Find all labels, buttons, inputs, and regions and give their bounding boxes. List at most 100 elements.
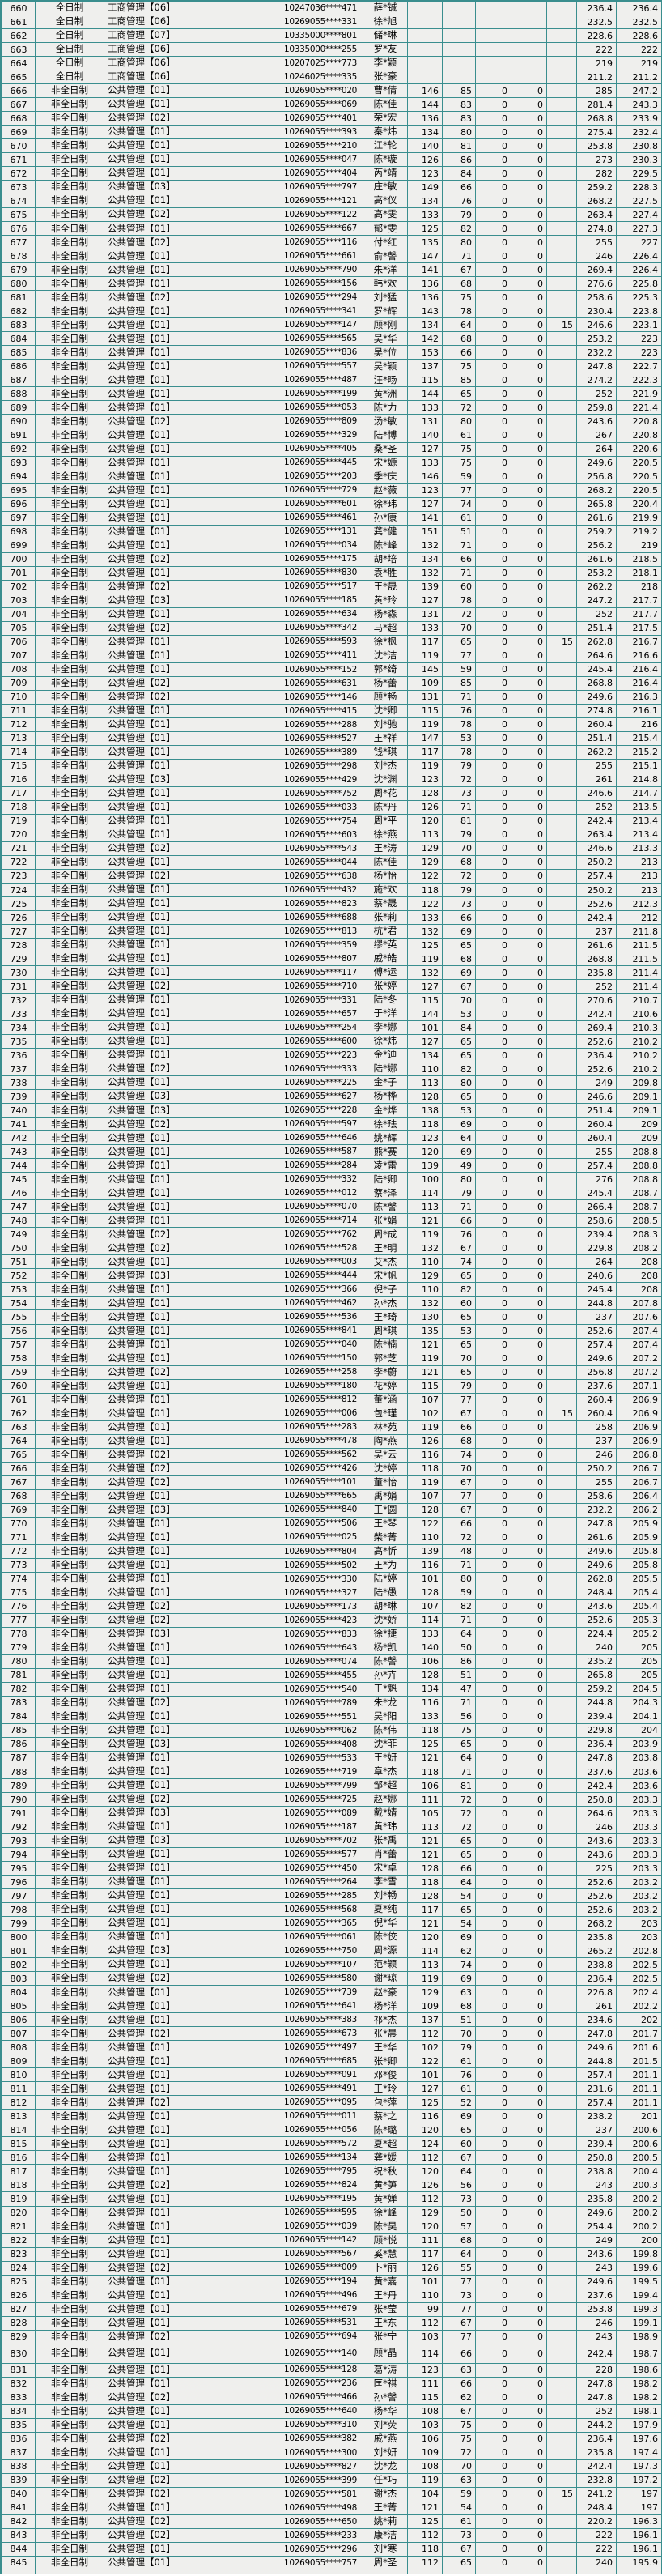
cell-score-1: 127 [408, 980, 443, 994]
cell-score-1: 113 [408, 1076, 443, 1090]
cell-score-4: 0 [511, 1723, 547, 1737]
cell-score-1: 123 [408, 167, 443, 181]
cell-score-2: 66 [443, 552, 476, 566]
cell-score-3: 0 [476, 773, 511, 786]
table-row: 791 非全日制 公共管理【03】 10269055****089 戴*婧 105 72 0 0… [2, 1807, 662, 1821]
cell-final-score: 218.5 [617, 552, 661, 566]
cell-program: 公共管理【02】 [104, 676, 278, 690]
cell-score-4: 0 [511, 539, 547, 552]
cell-score-2: 67 [443, 2404, 476, 2418]
cell-study-mode: 非全日制 [36, 911, 104, 925]
cell-row-number: 819 [2, 2192, 36, 2206]
cell-candidate-id: 10269055****223 [278, 1049, 363, 1062]
cell-program: 公共管理【01】 [104, 1986, 278, 1999]
cell-score-4: 0 [511, 1779, 547, 1793]
cell-score-1: 112 [408, 2192, 443, 2206]
cell-score-2: 66 [443, 181, 476, 194]
cell-score-2: 71 [443, 249, 476, 263]
cell-program: 公共管理【01】 [104, 814, 278, 828]
cell-score-4: 0 [511, 2473, 547, 2487]
cell-score-4: 0 [511, 2316, 547, 2330]
cell-study-mode: 非全日制 [36, 2247, 104, 2261]
cell-row-number: 794 [2, 1848, 36, 1862]
cell-bonus [547, 1118, 577, 1131]
cell-score-3: 0 [476, 1379, 511, 1393]
cell-total-score: 235.8 [577, 966, 617, 980]
cell-total-score: 239.4 [577, 1710, 617, 1723]
cell-program: 公共管理【01】 [104, 1297, 278, 1310]
cell-score-4: 0 [511, 2446, 547, 2459]
table-row: 785 非全日制 公共管理【01】 10269055****062 陈*伟 118 75 0 0… [2, 1723, 662, 1738]
cell-candidate-id: 10269055****194 [278, 2275, 363, 2289]
cell-name: 李*颖 [363, 57, 408, 70]
cell-score-1: 117 [408, 745, 443, 759]
cell-total-score: 255 [577, 1145, 617, 1159]
cell-name: 沈*渊 [363, 773, 408, 786]
cell-total-score: 222 [577, 2542, 617, 2556]
cell-score-3: 0 [476, 1779, 511, 1793]
cell-score-4: 0 [511, 222, 547, 236]
cell-score-1: 125 [408, 2514, 443, 2528]
cell-total-score: 268.8 [577, 112, 617, 126]
cell-total-score: 247.8 [577, 2027, 617, 2041]
cell-candidate-id: 10269055****116 [278, 236, 363, 249]
cell-score-2: 60 [443, 1297, 476, 1310]
cell-bonus [547, 1572, 577, 1586]
cell-final-score: 222 [617, 43, 661, 57]
cell-total-score: 261 [577, 773, 617, 786]
cell-score-2: 64 [443, 1627, 476, 1641]
cell-final-score: 211.2 [617, 70, 661, 84]
cell-bonus [547, 1599, 577, 1613]
cell-bonus [547, 2275, 577, 2289]
cell-program: 公共管理【03】 [104, 1834, 278, 1848]
cell-final-score: 196.1 [617, 2542, 661, 2556]
cell-score-3: 0 [476, 1654, 511, 1668]
table-row: 748 非全日制 公共管理【01】 10269055****714 张*娟 121 66 0 0… [2, 1214, 662, 1228]
cell-score-4 [511, 43, 547, 57]
cell-study-mode: 非全日制 [36, 194, 104, 208]
cell-total-score: 273 [577, 153, 617, 167]
cell-candidate-id: 10269055****797 [278, 181, 363, 194]
cell-score-1: 107 [408, 1599, 443, 1613]
cell-total-score: 247.8 [577, 2391, 617, 2404]
cell-row-number: 824 [2, 2261, 36, 2275]
table-row: 845 非全日制 公共管理【01】 10269055****757 周*圣 112 65 0 0… [2, 2556, 662, 2570]
cell-score-2: 79 [443, 759, 476, 773]
cell-row-number: 768 [2, 1489, 36, 1503]
table-row: 677 非全日制 公共管理【02】 10269055****116 付*红 135 80 0 0… [2, 236, 662, 250]
cell-row-number: 776 [2, 1599, 36, 1613]
table-row: 723 非全日制 公共管理【02】 10269055****638 杨*怡 122 72 0 0… [2, 869, 662, 884]
cell-candidate-id: 10269055****095 [278, 2096, 363, 2110]
cell-score-1: 119 [408, 759, 443, 773]
cell-study-mode: 非全日制 [36, 2330, 104, 2344]
cell-candidate-id: 10269055****341 [278, 304, 363, 318]
cell-study-mode: 非全日制 [36, 1572, 104, 1586]
cell-score-1: 116 [408, 1448, 443, 1462]
cell-score-2: 67 [443, 1503, 476, 1517]
cell-score-1: 134 [408, 194, 443, 208]
cell-score-4: 0 [511, 1999, 547, 2013]
cell-score-2: 71 [443, 1558, 476, 1572]
cell-bonus [547, 2110, 577, 2123]
cell-total-score: 257.4 [577, 2096, 617, 2110]
cell-row-number: 766 [2, 1462, 36, 1475]
cell-score-2: 69 [443, 966, 476, 980]
cell-row-number: 728 [2, 939, 36, 952]
cell-score-2: 79 [443, 208, 476, 222]
cell-score-4: 0 [511, 1241, 547, 1255]
cell-score-3: 0 [476, 1186, 511, 1200]
cell-score-1: 105 [408, 1807, 443, 1820]
cell-score-4: 0 [511, 2418, 547, 2432]
cell-candidate-id: 10269055****365 [278, 1917, 363, 1931]
cell-candidate-id: 10269055****750 [278, 1944, 363, 1958]
cell-total-score: 235.8 [577, 2446, 617, 2459]
cell-score-4: 0 [511, 1062, 547, 1076]
table-row: 753 非全日制 公共管理【01】 10269055****366 倪*子 110 82 0 0… [2, 1283, 662, 1297]
cell-bonus: 15 [547, 635, 577, 649]
cell-row-number: 698 [2, 525, 36, 539]
cell-score-2: 70 [443, 1352, 476, 1365]
cell-score-4: 0 [511, 2302, 547, 2316]
cell-bonus [547, 1765, 577, 1779]
cell-final-score: 205.5 [617, 1572, 661, 1586]
cell-candidate-id: 10269055****562 [278, 1448, 363, 1462]
